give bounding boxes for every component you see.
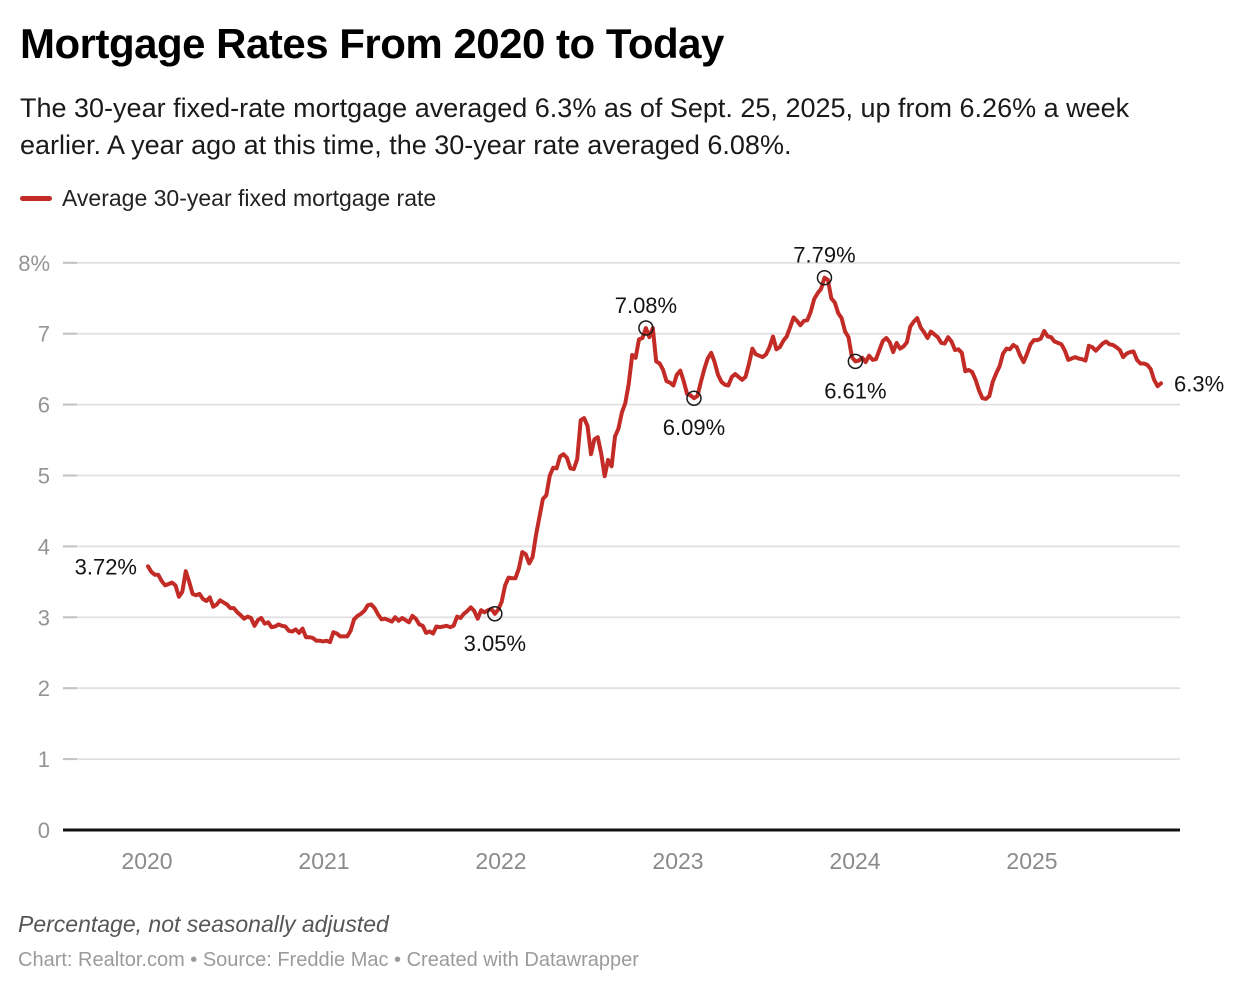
annotation-marker-circle [816, 269, 833, 286]
annotation-label: 7.08% [615, 293, 677, 318]
y-axis-tick-label: 7 [38, 322, 50, 347]
annotation-label: 6.3% [1174, 371, 1224, 396]
y-axis-tick-label: 8% [18, 251, 50, 276]
annotation-label: 7.79% [793, 243, 855, 268]
annotation-label: 3.05% [464, 631, 526, 656]
y-axis-tick-label: 0 [38, 818, 50, 843]
y-axis-tick-label: 1 [38, 747, 50, 772]
y-axis-tick-label: 2 [38, 676, 50, 701]
x-axis-tick-label: 2021 [298, 848, 349, 874]
y-axis-tick-label: 3 [38, 605, 50, 630]
annotation-marker-circle [638, 320, 654, 336]
legend-line-swatch [20, 196, 52, 201]
rate-line [146, 275, 1163, 645]
footer-note: Percentage, not seasonally adjusted [18, 911, 389, 937]
annotation-marker-circle [686, 390, 702, 406]
y-axis-tick-label: 6 [38, 393, 50, 418]
annotation-label: 6.09% [663, 415, 725, 440]
y-axis-tick-label: 5 [38, 464, 50, 489]
x-axis-tick-label: 2022 [475, 848, 526, 874]
x-axis-tick-label: 2024 [829, 848, 880, 874]
annotation-marker-circle [487, 606, 503, 622]
x-axis-tick-label: 2025 [1006, 848, 1057, 874]
x-axis-tick-label: 2020 [121, 848, 172, 874]
annotation-label: 6.61% [824, 378, 886, 403]
legend-label: Average 30-year fixed mortgage rate [62, 185, 437, 211]
annotation-marker-circle [847, 353, 864, 370]
footer-attribution: Chart: Realtor.com • Source: Freddie Mac… [18, 949, 639, 971]
y-axis-tick-label: 4 [38, 534, 50, 559]
x-axis-tick-label: 2023 [652, 848, 703, 874]
annotation-label: 3.72% [75, 554, 137, 579]
page-title: Mortgage Rates From 2020 to Today [20, 20, 724, 67]
legend: Average 30-year fixed mortgage rate [20, 185, 436, 212]
chart-subtitle: The 30-year fixed-rate mortgage averaged… [20, 93, 1130, 160]
